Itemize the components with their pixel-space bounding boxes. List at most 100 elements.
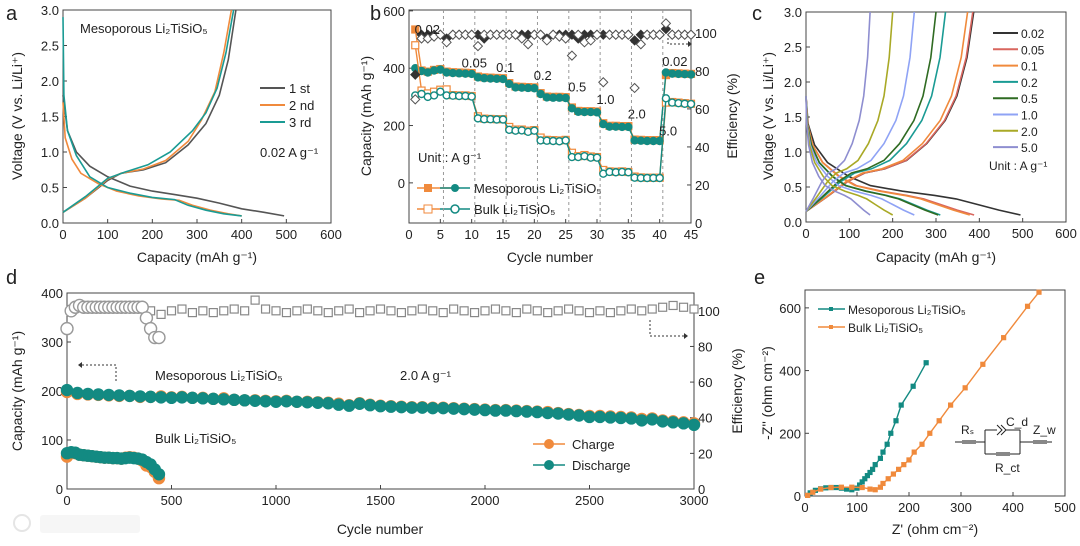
d-meso-discharge-point	[301, 396, 314, 409]
b-xlabel: Cycle number	[507, 249, 594, 265]
b-data-point	[516, 33, 528, 44]
e-xlabel: Z' (ohm cm⁻²)	[892, 521, 978, 537]
d-meso-efficiency-point	[469, 308, 480, 318]
d-ytick-label: 0	[56, 482, 63, 497]
b-series-line	[415, 90, 692, 179]
d-meso-efficiency-point	[459, 306, 469, 316]
a-series	[62, 9, 285, 217]
d-xtick-label: 500	[161, 493, 183, 508]
d-meso-discharge-point	[468, 403, 481, 416]
a-rate-label: 0.02 A g⁻¹	[260, 145, 319, 160]
e-xtick-label: 100	[846, 500, 868, 515]
a-ytick-label: 1.5	[41, 110, 59, 125]
c-legend-label: 0.1	[1021, 60, 1038, 74]
d-meso-discharge-point	[447, 402, 460, 415]
d-xtick-label: 1000	[262, 493, 291, 508]
d-meso-discharge-point	[353, 397, 366, 410]
b-data-point	[498, 115, 508, 124]
d-meso-efficiency-point	[208, 308, 218, 318]
e-legend: Mesoporous Li₂TiSiO₅ Bulk Li₂TiSiO₅	[818, 303, 966, 335]
d-meso-efficiency-point	[219, 306, 229, 316]
d-meso-discharge-point	[666, 416, 680, 429]
c-xtick-label: 200	[882, 226, 904, 241]
e-legend-marker-bulk-icon	[829, 325, 833, 329]
d-meso-efficiency-point	[292, 306, 302, 316]
d-meso-discharge-point	[646, 413, 659, 426]
d-meso-discharge-point	[510, 404, 523, 418]
d-meso-discharge-point	[478, 403, 492, 417]
d-meso-discharge-point	[144, 390, 157, 404]
b-data-point	[561, 136, 570, 145]
b-series-line	[414, 67, 692, 142]
c-charge-curve	[805, 11, 894, 212]
d-meso-efficiency-point	[449, 304, 459, 314]
rs-resistor-icon	[962, 440, 976, 444]
c-discharge-curve	[805, 95, 939, 216]
b-ylabel: Capacity (mAh g⁻¹)	[358, 56, 374, 176]
d-meso-efficiency-point	[480, 306, 490, 316]
d-meso-discharge-point	[342, 399, 356, 412]
b-data-point	[410, 69, 421, 80]
d-meso-efficiency-point	[156, 309, 166, 319]
b-rate-label: 1.0	[596, 92, 614, 107]
d-meso-discharge-point	[332, 398, 345, 411]
d-xlabel: Cycle number	[337, 521, 424, 537]
d-meso-discharge-point	[290, 395, 304, 408]
b-rate-label: 0.02	[415, 22, 440, 37]
e-equivalent-circuit: Rₛ C_d Z_w R_ct	[955, 415, 1056, 475]
e-legend-label-bulk: Bulk Li₂TiSiO₅	[848, 321, 923, 335]
d-meso-discharge-point	[175, 391, 189, 404]
d-meso-discharge-point	[405, 401, 419, 414]
b-xtick-label: 35	[621, 227, 635, 242]
c-legend-label: 5.0	[1021, 141, 1038, 155]
b-data-point	[522, 39, 534, 50]
d-meso-efficiency-point	[344, 304, 354, 314]
c-xtick-label: 600	[1055, 226, 1077, 241]
e-series	[804, 289, 1042, 498]
d-meso-efficiency-point	[658, 302, 668, 312]
d-meso-discharge-point	[123, 389, 136, 403]
b-data-point	[660, 23, 672, 35]
c-ytick-label: 1.0	[784, 145, 802, 160]
b-series	[410, 10, 697, 223]
a-legend-label-1st: 1 st	[289, 81, 310, 96]
b-data-point	[591, 29, 603, 40]
d-meso-discharge-point	[248, 394, 262, 407]
b-data-point	[660, 18, 672, 29]
d-meso-discharge-point	[363, 399, 377, 412]
c-xtick-label: 0	[802, 226, 809, 241]
e-data-point	[872, 462, 878, 468]
b-xtick-label: 5	[437, 227, 444, 242]
b-y2tick-label: 100	[695, 26, 717, 41]
d-meso-discharge-point	[677, 417, 690, 430]
b-data-point	[686, 99, 696, 109]
d-meso-discharge-point	[280, 395, 293, 408]
b-data-point	[429, 91, 439, 100]
d-meso-discharge-point	[196, 392, 210, 405]
d-xtick-label: 1500	[366, 493, 395, 508]
b-data-point	[572, 29, 584, 40]
d-meso-efficiency-point	[166, 306, 177, 316]
d-meso-efficiency-point	[250, 295, 260, 305]
e-plot-frame	[804, 289, 1066, 497]
c-unit-label: Unit : A g⁻¹	[989, 159, 1047, 173]
a-ytick-label: 0.0	[41, 216, 59, 231]
d-xtick-label: 3000	[680, 493, 709, 508]
d-meso-discharge-point	[520, 405, 533, 418]
b-rate-label: 2.0	[628, 106, 646, 121]
b-data-point	[561, 93, 570, 103]
d-meso-efficiency-point	[438, 308, 448, 318]
d-meso-efficiency-point	[637, 306, 647, 316]
c-charge-curve	[805, 11, 937, 213]
d-meso-discharge-point	[551, 407, 565, 420]
e-data-point	[927, 430, 933, 436]
b-legend-label-bulk: Bulk Li₂TiSiO₅	[474, 202, 555, 217]
circuit-label-zw: Z_w	[1033, 423, 1056, 437]
c-ytick-label: 0.5	[784, 180, 802, 195]
d-meso-efficiency-point	[501, 306, 511, 316]
d-y2tick-label: 60	[698, 375, 712, 390]
d-meso-discharge-point	[238, 394, 251, 407]
d-meso-efficiency-point	[260, 304, 271, 314]
d-meso-efficiency-point	[313, 306, 323, 316]
